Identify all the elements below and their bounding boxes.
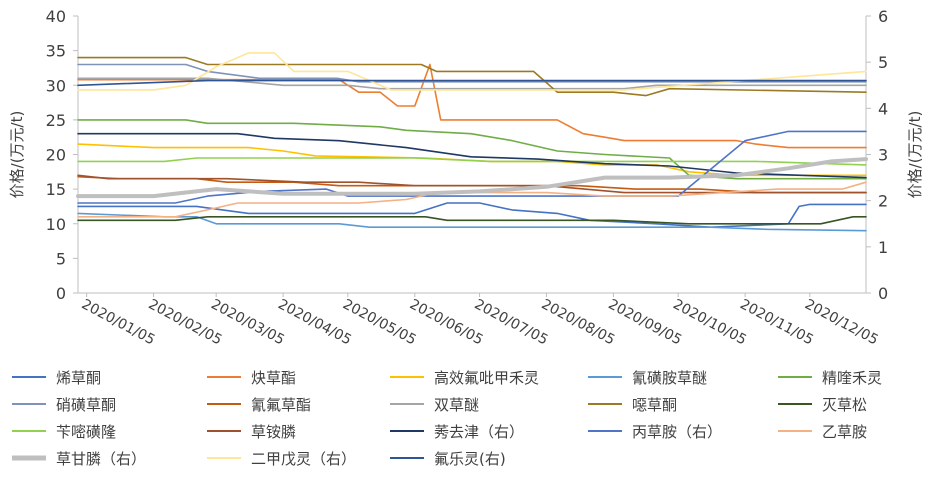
y-right-tick-label: 2 [878, 192, 888, 211]
legend-label: 苄嘧磺隆 [56, 423, 116, 441]
x-tick-label: 2020/06/05 [407, 296, 486, 348]
axes: 0 5 10 15 20 25 30 35 40 0 1 2 3 4 5 6 价格/(万元/t) 价格/(万元/t… [8, 7, 924, 303]
legend-label: 丙草胺（右） [632, 423, 722, 441]
y-right-tick-label: 1 [878, 238, 888, 257]
series-line-14 [77, 130, 867, 204]
x-tick-label: 2020/04/05 [275, 296, 354, 348]
legend-label: 二甲戊灵（右） [251, 450, 356, 468]
legend-label: 烯草酮 [56, 369, 101, 387]
legend-label: 精喹禾灵 [822, 369, 882, 387]
series-lines [76, 52, 868, 232]
y-right-tick-label: 4 [878, 99, 888, 118]
legend-label: 灭草松 [822, 396, 867, 414]
series-line-12 [77, 174, 867, 194]
series-line-18 [77, 79, 867, 87]
y-left-tick-label: 30 [46, 76, 66, 95]
x-tick-label: 2020/12/05 [802, 296, 881, 348]
legend-label: 炔草酯 [251, 369, 296, 387]
x-tick-label: 2020/08/05 [539, 296, 618, 348]
y-right-tick-label: 6 [878, 7, 888, 26]
series-line-5 [77, 119, 867, 180]
y-left-tick-label: 5 [56, 249, 66, 268]
y-left-tick-label: 20 [46, 146, 66, 165]
x-tick-label: 2020/10/05 [670, 296, 749, 348]
series-line-6 [77, 63, 867, 83]
x-tick-label: 2020/05/05 [340, 296, 419, 348]
y-left-tick-label: 35 [46, 42, 66, 61]
legend-label: 硝磺草酮 [56, 396, 116, 414]
y-right-tick-label: 5 [878, 53, 888, 72]
x-tick-label: 2020/09/05 [606, 296, 685, 348]
y-left-tick-label: 0 [56, 284, 66, 303]
y-left-tick-label: 40 [46, 7, 66, 26]
x-tick-label: 2020/07/05 [472, 296, 551, 348]
y-left-tick-label: 10 [46, 215, 66, 234]
series-line-2 [77, 63, 867, 149]
legend-label: 乙草胺 [822, 423, 867, 441]
x-tick-label: 2020/11/05 [737, 296, 816, 348]
y-left-tick-label: 15 [46, 180, 66, 199]
x-tick-label: 2020/01/05 [79, 296, 158, 348]
y-right-tick-label: 0 [878, 284, 888, 303]
legend-label: 双草醚 [434, 396, 479, 414]
series-line-11 [77, 157, 867, 166]
y-axis-right-title: 价格/(万元/t) [906, 111, 924, 199]
legend-label: 氰氟草酯 [251, 396, 311, 414]
series-line-15 [77, 181, 867, 218]
legend-label: 氰磺胺草醚 [632, 369, 707, 387]
series-line-16 [76, 157, 868, 199]
series-line-9 [77, 56, 867, 97]
legend-label: 莠去津（右） [434, 423, 524, 441]
y-axis-left-title: 价格/(万元/t) [8, 111, 26, 199]
legend-label: 草甘膦（右） [56, 450, 146, 468]
legend-label: 噁草酮 [632, 396, 677, 414]
legend-label: 高效氟吡甲禾灵 [434, 369, 539, 387]
legend-label: 氟乐灵(右) [434, 450, 506, 468]
y-left-tick-label: 25 [46, 111, 66, 130]
legend-label: 草铵膦 [251, 423, 296, 441]
series-line-13 [77, 132, 867, 179]
series-line-3 [77, 143, 867, 177]
series-line-17 [77, 52, 867, 91]
series-line-4 [77, 212, 867, 232]
y-right-tick-label: 3 [878, 146, 888, 165]
series-line-1 [77, 202, 867, 228]
series-line-10 [77, 216, 867, 225]
x-tick-labels: 2020/01/052020/02/052020/03/052020/04/05… [79, 293, 881, 348]
